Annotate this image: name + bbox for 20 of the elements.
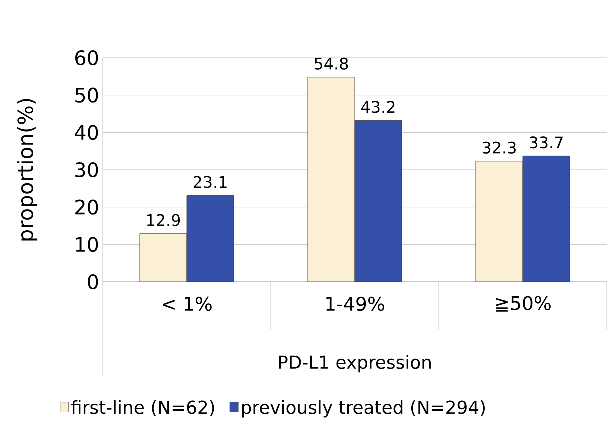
data-label: 43.2 xyxy=(362,101,395,114)
y-tick-label: 40 xyxy=(75,125,98,140)
y-tick-label: 30 xyxy=(76,162,98,178)
y-axis-title: proportion(%) xyxy=(17,99,38,241)
y-tick-label: 0 xyxy=(88,274,98,290)
x-axis-title: PD-L1 expression xyxy=(279,355,431,373)
data-label: 32.3 xyxy=(482,142,516,154)
data-label: 54.8 xyxy=(314,58,348,70)
y-tick-label: 50 xyxy=(76,88,98,103)
data-label: 12.9 xyxy=(147,214,180,226)
data-label: 23.1 xyxy=(194,176,227,188)
legend-label: previously treated (N=294) xyxy=(242,400,486,418)
data-label: 33.7 xyxy=(530,136,563,149)
y-tick-label: 10 xyxy=(76,237,98,252)
y-tick-label: 20 xyxy=(76,200,98,215)
x-tick-label: ≧50% xyxy=(496,296,551,312)
x-tick-label: < 1% xyxy=(163,296,212,312)
y-tick-label: 60 xyxy=(76,50,98,66)
x-tick-label: 1-49% xyxy=(326,296,384,312)
legend-label: first-line (N=62) xyxy=(71,400,214,416)
